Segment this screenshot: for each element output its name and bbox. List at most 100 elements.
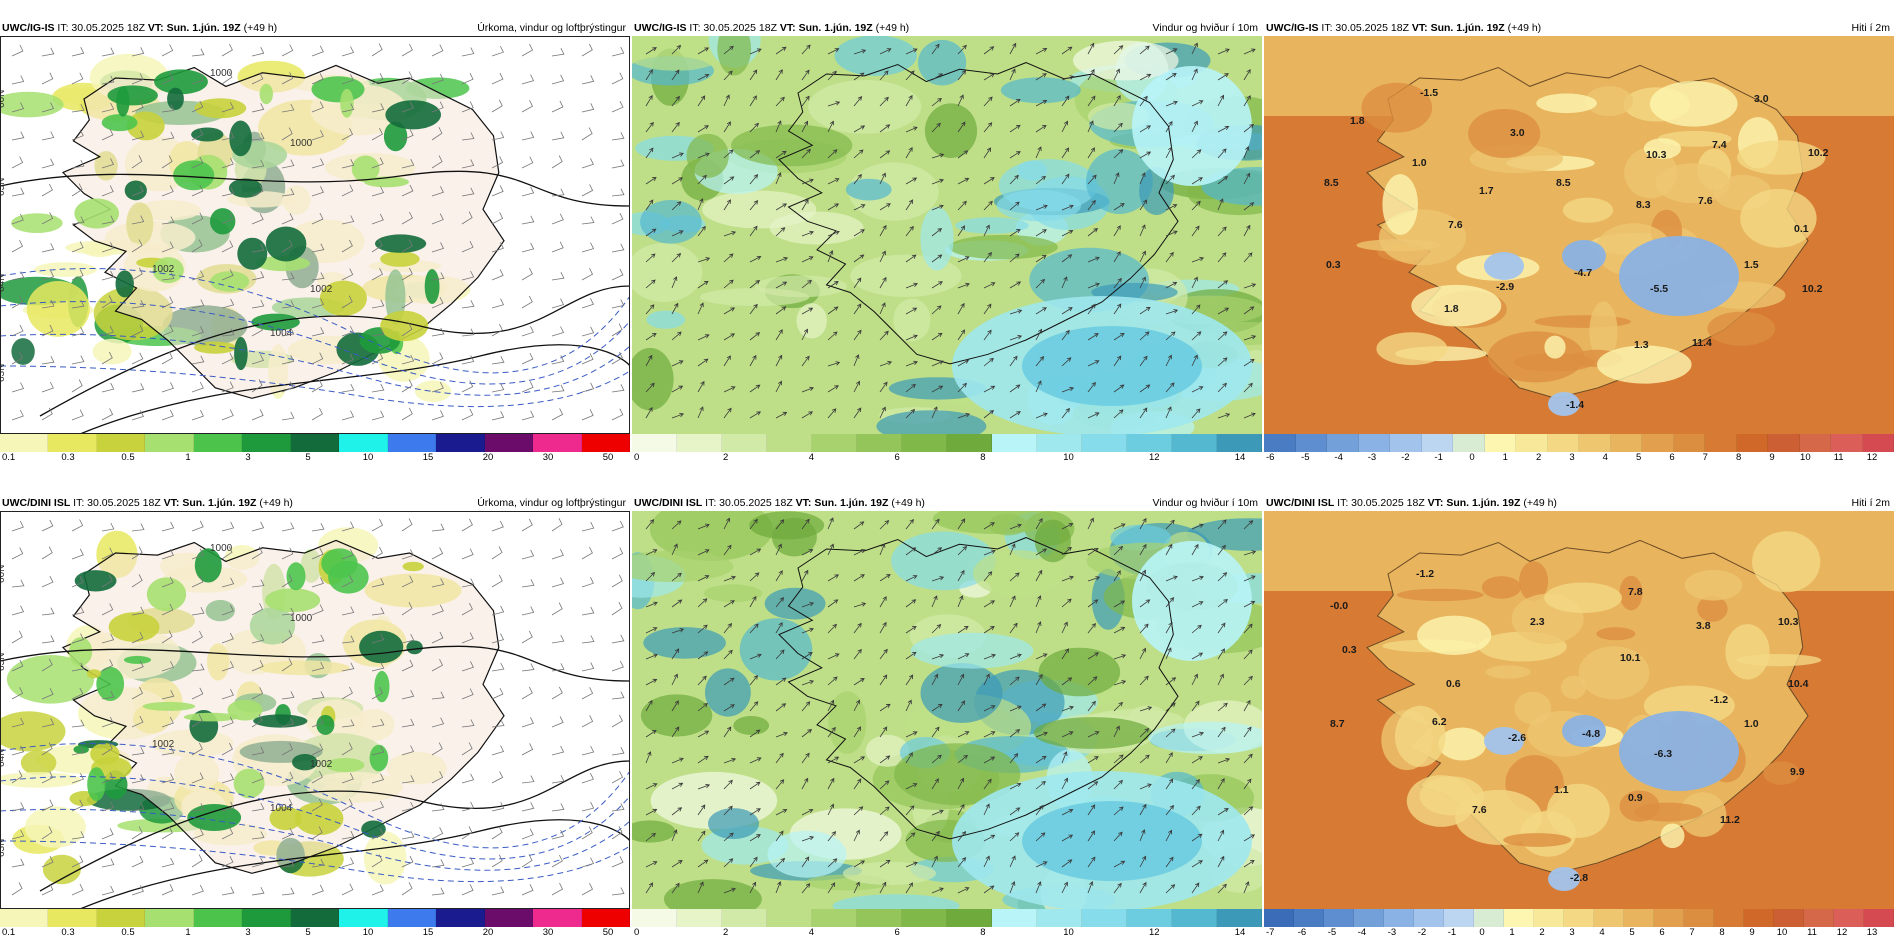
wind-barb — [371, 127, 383, 141]
wind-barb — [221, 716, 234, 728]
wind-barb — [41, 826, 53, 840]
colorbar-swatch — [339, 909, 388, 927]
wind-cell — [828, 691, 867, 754]
colorbar-swatch — [1624, 909, 1654, 927]
wind-arrow — [645, 47, 657, 55]
wind-barb — [581, 43, 593, 57]
temperature-value: 11.4 — [1692, 337, 1712, 349]
wind-arrow — [879, 70, 889, 81]
wind-arrow — [645, 332, 657, 341]
wind-barb — [581, 801, 595, 812]
wind-barb — [491, 854, 503, 868]
wind-barb — [161, 155, 173, 169]
wind-barb — [131, 855, 144, 868]
wind-barb — [491, 719, 505, 728]
wind-arrow — [697, 380, 705, 393]
wind-arrow — [1217, 48, 1230, 55]
wind-cell — [731, 124, 853, 167]
wind-arrow — [775, 120, 782, 133]
wind-arrow — [1087, 333, 1099, 341]
wind-barb — [581, 268, 594, 281]
wind-arrow — [931, 595, 938, 608]
wind-barb — [461, 826, 473, 840]
temp-cell — [1376, 332, 1448, 366]
wind-arrow — [801, 518, 810, 530]
wind-arrow — [775, 227, 786, 237]
wind-barb — [11, 858, 25, 868]
wind-arrow — [645, 147, 654, 159]
wind-cell — [1148, 721, 1262, 754]
glacier — [1619, 236, 1739, 316]
wind-barb — [581, 521, 595, 532]
wind-arrow — [801, 279, 812, 289]
wind-barb — [11, 382, 25, 393]
latitude-label: 64N — [0, 749, 7, 767]
wind-arrow — [723, 600, 735, 608]
precip-cell — [0, 772, 82, 788]
wind-barb — [311, 691, 325, 700]
wind-arrow — [723, 704, 735, 712]
wind-arrow — [983, 303, 992, 315]
wind-arrow — [671, 599, 683, 608]
precip-cell — [34, 262, 97, 277]
wind-arrow — [905, 518, 914, 530]
model-name: UWC/IG-IS — [2, 22, 55, 34]
wind-arrow — [801, 256, 814, 263]
wind-barb — [221, 381, 234, 393]
precip-cell — [194, 341, 236, 354]
wind-barb — [461, 602, 473, 616]
wind-arrow — [775, 281, 788, 289]
wind-barb — [521, 410, 535, 421]
wind-barb — [11, 213, 24, 225]
colorbar-swatch — [1358, 434, 1390, 452]
wind-barb — [401, 43, 413, 57]
wind-arrow — [1191, 860, 1203, 868]
wind-barb — [431, 213, 444, 225]
wind-arrow — [775, 830, 784, 842]
wind-arrow — [853, 49, 867, 55]
model-name: UWC/IG-IS — [634, 22, 687, 34]
wind-arrow — [1217, 808, 1229, 816]
wind-cell — [640, 200, 702, 244]
wind-arrow — [671, 829, 678, 842]
wind-barb — [581, 326, 595, 337]
precip-cell — [227, 699, 263, 721]
wind-arrow — [723, 149, 734, 159]
wind-arrow — [1217, 148, 1227, 159]
temperature-value: 0.9 — [1628, 792, 1643, 804]
wind-barb — [251, 546, 263, 560]
wind-arrow — [697, 651, 709, 660]
wind-arrow — [723, 622, 733, 634]
wind-arrow — [1009, 832, 1020, 842]
wind-barb — [611, 747, 625, 756]
wind-arrow — [957, 754, 968, 764]
wind-barb — [281, 327, 295, 337]
wind-barb — [341, 662, 355, 672]
wind-arrow — [1035, 595, 1042, 608]
colorbar-tick-label: 11 — [1807, 927, 1817, 938]
wind-arrow — [905, 177, 918, 185]
colorbar-tick-label: 0.3 — [61, 452, 75, 463]
wind-arrow — [957, 518, 966, 530]
wind-arrow — [749, 225, 758, 237]
wind-arrow — [827, 361, 841, 367]
isobar-label: 1000 — [210, 543, 233, 554]
wind-barb — [521, 326, 534, 337]
wind-arrow — [905, 70, 915, 81]
precip-cell — [380, 310, 429, 342]
wind-barb — [401, 882, 413, 896]
wind-barb — [551, 131, 565, 141]
glacier — [1562, 715, 1606, 747]
wind-barb — [611, 691, 625, 700]
wind-arrow — [931, 855, 938, 868]
wind-barb — [371, 268, 384, 281]
wind-barb — [341, 128, 354, 141]
wind-barb — [101, 270, 115, 281]
temperature-value: 0.1 — [1794, 223, 1809, 235]
wind-cell — [1022, 326, 1202, 406]
colorbar — [632, 909, 1262, 927]
wind-barb — [101, 858, 115, 868]
wind-barb — [281, 743, 294, 756]
wind-barb — [401, 659, 414, 672]
